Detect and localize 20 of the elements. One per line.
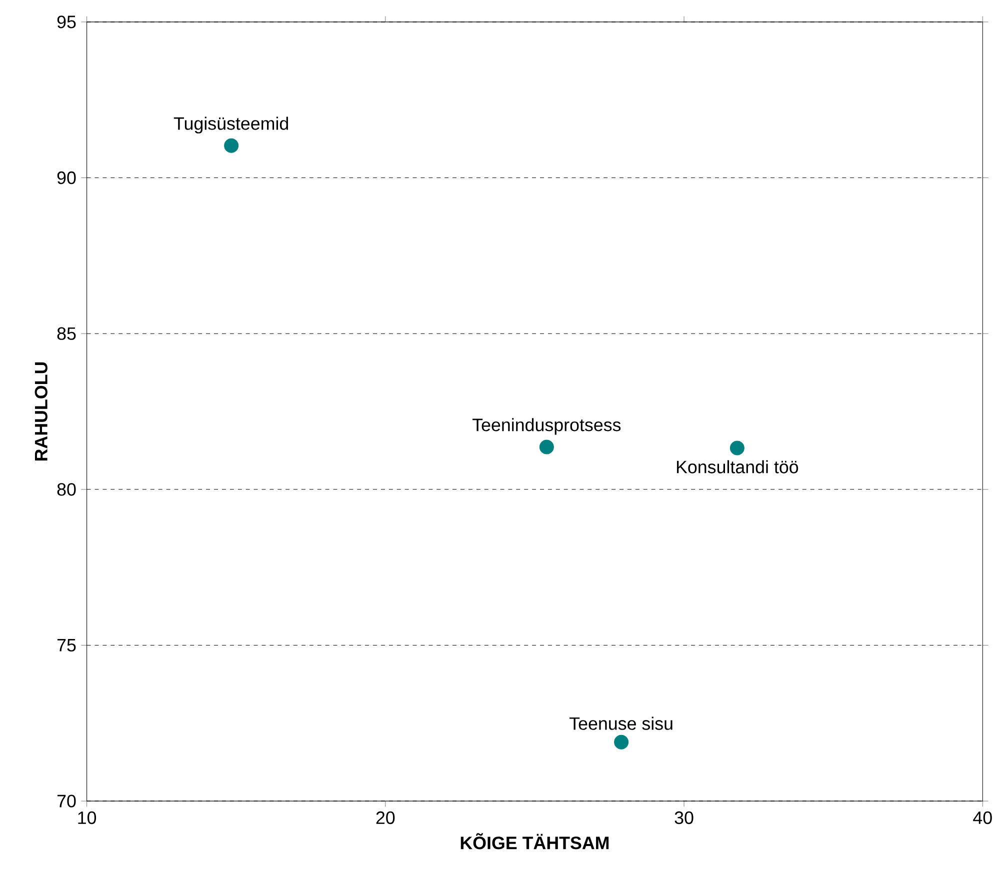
point bbox=[224, 138, 239, 153]
point bbox=[730, 440, 744, 456]
point bbox=[539, 440, 554, 454]
y-axis-title: RAHULOLU bbox=[34, 362, 48, 461]
x-axis-title: KÕIGE TÄHTSAM bbox=[460, 833, 609, 850]
annotation: Tugisüsteemid bbox=[174, 116, 288, 134]
annotation: Konsultandi töö bbox=[676, 460, 798, 474]
y-tick-label: 80 bbox=[57, 483, 76, 496]
y-tick-label: 75 bbox=[57, 639, 76, 652]
x-tick-label: 20 bbox=[376, 811, 395, 824]
x-tick-label: 10 bbox=[78, 811, 96, 824]
y-tick-label: 85 bbox=[57, 327, 76, 340]
y-tick-label: 90 bbox=[57, 171, 76, 184]
y-tick-label: 70 bbox=[57, 794, 76, 808]
y-tick-label: 95 bbox=[57, 16, 76, 28]
annotation: Teenindusprotsess bbox=[472, 418, 621, 435]
point bbox=[614, 734, 629, 750]
x-tick-label: 40 bbox=[973, 811, 992, 824]
x-tick-label: 30 bbox=[674, 811, 694, 824]
annotation: Teenuse sisu bbox=[570, 716, 672, 730]
